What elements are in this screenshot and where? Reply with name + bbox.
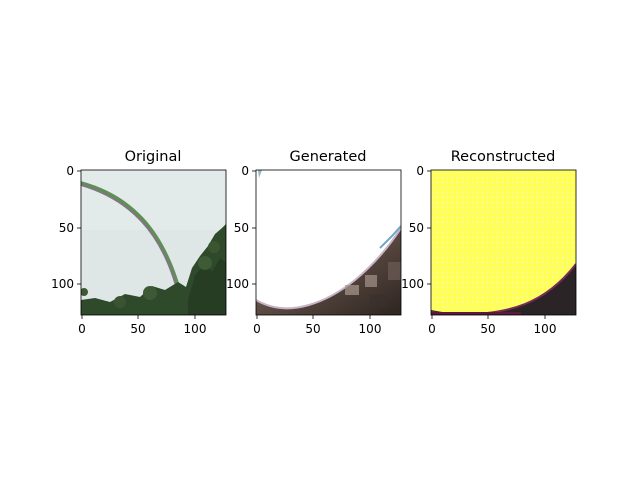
original-y-ticks: 0 50 100 xyxy=(51,164,81,291)
panel-title-generated: Generated xyxy=(290,149,367,165)
reconstructed-x-ticks: 0 50 100 xyxy=(428,315,556,336)
reconstructed-image xyxy=(431,170,576,315)
generated-x-ticks: 0 50 100 xyxy=(253,315,381,336)
tick-label: 100 xyxy=(534,322,557,336)
tick-label: 0 xyxy=(253,322,261,336)
tick-label: 100 xyxy=(184,322,207,336)
tick-label: 0 xyxy=(416,164,424,178)
tick-label: 100 xyxy=(359,322,382,336)
tick-label: 0 xyxy=(428,322,436,336)
tick-label: 100 xyxy=(51,277,74,291)
panel-reconstructed: Reconstructed 0 50 100 0 50 100 xyxy=(401,149,577,336)
tick-label: 0 xyxy=(66,164,74,178)
original-image xyxy=(81,170,226,315)
tick-label: 50 xyxy=(409,221,424,235)
tick-label: 50 xyxy=(234,221,249,235)
panel-title-reconstructed: Reconstructed xyxy=(451,149,556,165)
tick-label: 50 xyxy=(59,221,74,235)
tick-label: 0 xyxy=(78,322,86,336)
tick-label: 50 xyxy=(305,322,320,336)
reconstructed-y-ticks: 0 50 100 xyxy=(401,164,431,291)
panel-title-original: Original xyxy=(125,149,182,165)
tick-label: 100 xyxy=(401,277,424,291)
tick-label: 0 xyxy=(241,164,249,178)
original-x-ticks: 0 50 100 xyxy=(78,315,206,336)
panel-generated: Generated 0 50 100 0 50 100 xyxy=(226,149,402,336)
tick-label: 100 xyxy=(226,277,249,291)
tick-label: 50 xyxy=(130,322,145,336)
generated-y-ticks: 0 50 100 xyxy=(226,164,256,291)
panel-original: Original 0 50 100 0 5 xyxy=(51,149,227,336)
generated-image xyxy=(256,170,401,315)
tick-label: 50 xyxy=(480,322,495,336)
